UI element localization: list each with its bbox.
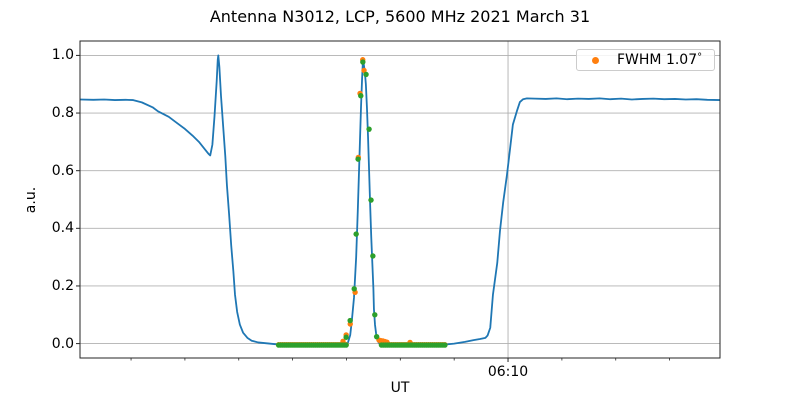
legend-label: FWHM 1.07° — [617, 52, 703, 68]
fit-point — [368, 197, 374, 203]
fit-point — [353, 231, 359, 237]
fit-point — [347, 317, 353, 324]
fit-point — [358, 93, 364, 99]
y-tick-label: 1.0 — [51, 47, 74, 64]
legend-marker-icon — [592, 56, 599, 64]
fit-point — [343, 334, 349, 340]
legend: FWHM 1.07° — [576, 49, 715, 71]
chart-title: Antenna N3012, LCP, 5600 MHz 2021 March … — [209, 7, 591, 26]
x-tick-label: 06:10 — [487, 364, 529, 380]
fit-point — [373, 333, 380, 340]
fit-point — [355, 156, 361, 162]
degree-symbol: ° — [697, 52, 703, 63]
y-tick-label: 0.2 — [51, 277, 74, 294]
fit-point — [363, 71, 369, 78]
y-tick-label: 0.4 — [51, 220, 74, 237]
y-axis-label: a.u. — [23, 186, 39, 214]
data-point — [361, 67, 367, 74]
fit-point — [370, 253, 376, 259]
y-tick-label: 0.0 — [51, 335, 74, 352]
fit-point — [366, 126, 372, 132]
axes-spines — [79, 40, 721, 359]
x-axis-label: UT — [390, 380, 410, 396]
fit-point — [343, 342, 349, 348]
y-tick-label: 0.8 — [51, 105, 74, 122]
fit-point — [372, 312, 378, 318]
fit-point — [442, 342, 448, 348]
y-tick-label: 0.6 — [51, 162, 74, 179]
signal-line — [80, 54, 720, 346]
fit-point — [351, 286, 357, 292]
fit-point — [360, 59, 366, 65]
